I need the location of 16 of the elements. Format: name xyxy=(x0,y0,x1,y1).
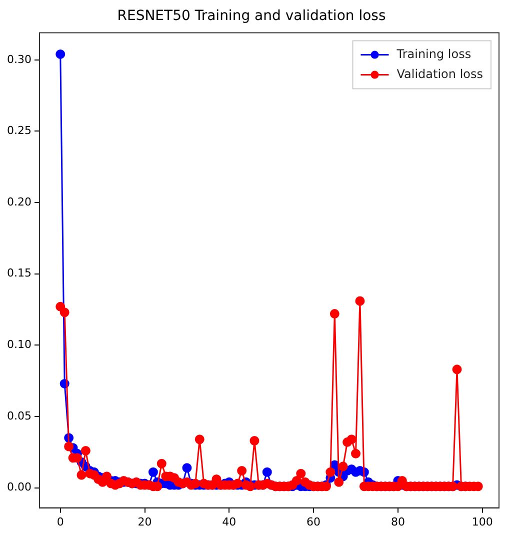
y-tick-label: 0.30 xyxy=(6,52,32,66)
y-tick-label: 0.25 xyxy=(6,124,32,138)
legend-label: Validation loss xyxy=(396,66,483,81)
y-tick-label: 0.05 xyxy=(6,409,32,422)
y-tick-label: 0.00 xyxy=(6,480,32,494)
x-tick-label: 20 xyxy=(138,515,152,528)
x-tick-label: 100 xyxy=(472,515,493,528)
x-tick-label: 60 xyxy=(306,515,321,528)
y-tick-label: 0.15 xyxy=(6,266,32,280)
x-tick-label: 0 xyxy=(56,515,64,528)
x-tick-label: 80 xyxy=(390,515,405,528)
legend-label: Training loss xyxy=(396,46,472,61)
y-tick-label: 0.20 xyxy=(6,195,32,208)
x-tick-label: 40 xyxy=(222,515,236,528)
chart-title: RESNET50 Training and validation loss xyxy=(117,8,386,24)
y-tick-label: 0.10 xyxy=(6,338,32,352)
